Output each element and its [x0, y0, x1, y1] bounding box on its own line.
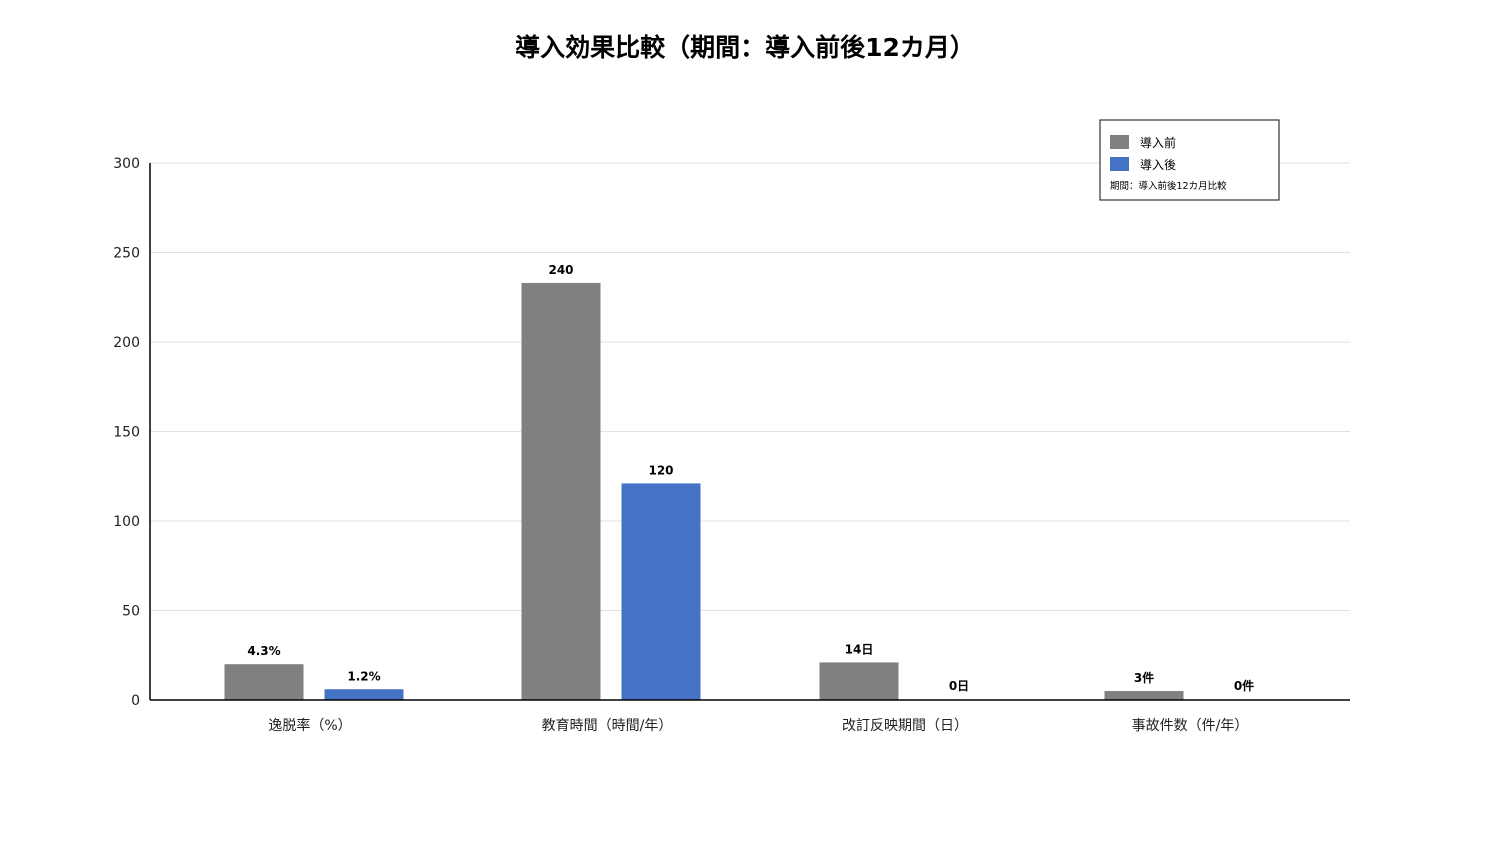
legend-label-after: 導入後 [1140, 158, 1176, 172]
y-tick-label: 200 [113, 335, 140, 351]
data-label: 0件 [1234, 678, 1254, 693]
legend-swatch-before [1110, 135, 1129, 149]
bar [224, 664, 304, 700]
data-label: 120 [648, 463, 673, 477]
legend: 導入前 導入後 期間：導入前後12カ月比較 [1099, 119, 1280, 201]
bar [1104, 691, 1184, 700]
x-axis-categories: 逸脱率（%） 教育時間（時間/年） 改訂反映期間（日） 事故件数（件/年） [268, 717, 1248, 734]
legend-label-before: 導入前 [1140, 135, 1176, 150]
grid-lines [150, 162, 1350, 611]
legend-swatch-after [1110, 157, 1129, 171]
chart-title: 導入効果比較（期間：導入前後12カ月） [515, 33, 975, 62]
data-label: 240 [548, 263, 573, 277]
data-label: 14日 [845, 642, 874, 656]
data-label: 0日 [949, 679, 969, 693]
y-axis-ticks: 0 50 100 150 200 250 300 [113, 156, 140, 709]
y-tick-label: 300 [113, 156, 140, 172]
bar [521, 282, 601, 700]
y-tick-label: 250 [113, 246, 140, 262]
bars [224, 282, 1184, 700]
x-category-label: 改訂反映期間（日） [842, 718, 968, 734]
data-label: 4.3% [247, 644, 280, 658]
data-label: 1.2% [347, 669, 380, 683]
y-tick-label: 0 [131, 693, 140, 709]
bar [324, 689, 404, 700]
legend-note: 期間：導入前後12カ月比較 [1110, 180, 1227, 192]
x-category-label: 事故件数（件/年） [1132, 718, 1249, 734]
legend-box [1099, 119, 1280, 201]
y-tick-label: 150 [113, 425, 140, 441]
bar [621, 483, 701, 700]
y-tick-label: 100 [113, 514, 140, 530]
y-tick-label: 50 [122, 604, 140, 620]
x-category-label: 教育時間（時間/年） [542, 718, 673, 734]
bar [819, 662, 899, 700]
x-category-label: 逸脱率（%） [268, 717, 351, 734]
data-labels: 4.3% 1.2% 240 120 14日 0日 3件 0件 [247, 263, 1254, 693]
data-label: 3件 [1134, 670, 1154, 685]
